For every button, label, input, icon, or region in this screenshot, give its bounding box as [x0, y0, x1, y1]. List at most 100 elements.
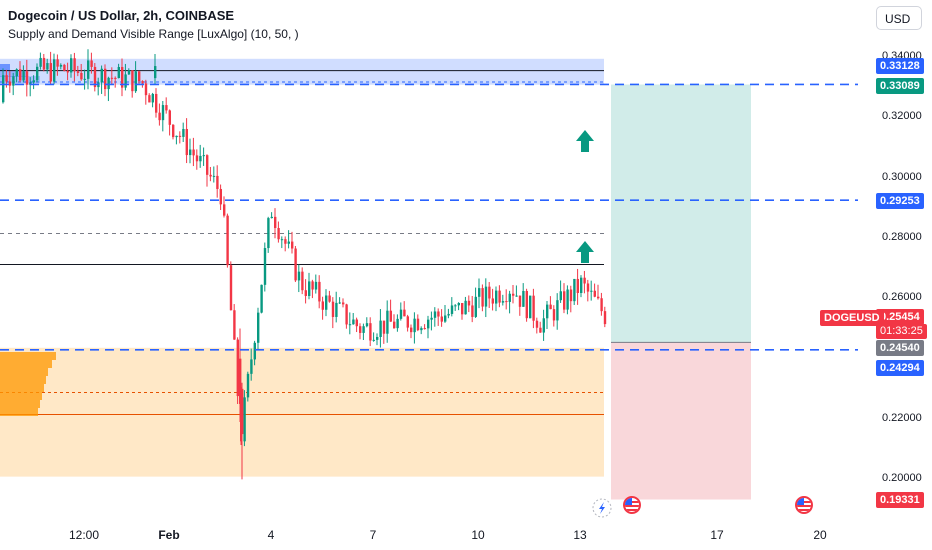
- candle-body: [53, 59, 56, 82]
- candle-body: [233, 310, 236, 340]
- candle-body: [355, 319, 358, 327]
- candle-body: [42, 57, 46, 70]
- candle-body: [359, 326, 362, 333]
- lightning-icon: [592, 498, 612, 518]
- candle-body: [161, 105, 165, 121]
- demand-volume-bar: [0, 384, 44, 392]
- symbol-price-tag: DOGEUSD: [820, 310, 884, 326]
- candle-body: [552, 309, 556, 321]
- candle-body: [546, 304, 549, 319]
- candle-body: [155, 93, 158, 113]
- candle-body: [457, 302, 460, 306]
- flag-canton: [797, 498, 804, 505]
- candle-body: [586, 283, 590, 292]
- candle-body: [124, 74, 127, 88]
- candle-body: [36, 66, 39, 81]
- candle-body: [15, 69, 18, 77]
- candle-body: [505, 301, 508, 303]
- candle-body: [542, 318, 545, 333]
- time-tick: 7: [369, 528, 377, 542]
- candle-body: [192, 149, 195, 156]
- flag-stripe: [625, 501, 639, 503]
- candle-body: [403, 309, 406, 317]
- candle-body: [454, 305, 457, 307]
- candle-body: [131, 70, 134, 92]
- candle-body: [8, 81, 12, 86]
- flag-stripe: [797, 505, 811, 507]
- us-flag-icon[interactable]: [623, 496, 641, 514]
- arrow-up-shape: [576, 130, 594, 152]
- currency-button[interactable]: USD: [876, 6, 922, 30]
- candle-body: [508, 293, 511, 302]
- candle-body: [277, 228, 280, 240]
- flag-stripe: [625, 505, 639, 507]
- us-flag-icon[interactable]: [795, 496, 813, 514]
- candle-body: [331, 301, 335, 317]
- candle-body: [107, 77, 110, 90]
- candle-body: [229, 265, 233, 311]
- candle-body: [535, 320, 539, 328]
- profit-target-area: [611, 84, 751, 343]
- candle-body: [440, 316, 443, 322]
- flag-stripe: [797, 501, 811, 503]
- candle-body: [294, 248, 297, 281]
- candle-body: [311, 281, 314, 290]
- candle-body: [593, 290, 596, 297]
- candle-body: [413, 318, 416, 333]
- demand-zone: [0, 347, 604, 477]
- candle-body: [241, 388, 244, 435]
- candle-body: [199, 155, 202, 162]
- candle-body: [59, 64, 63, 67]
- price-label: 0.29253: [876, 193, 924, 209]
- arrow-up-icon: [576, 130, 594, 152]
- candle-body: [437, 311, 440, 317]
- candle-body: [209, 174, 212, 177]
- candle-body: [559, 291, 562, 301]
- price-axis[interactable]: 0.34000 0.32000 0.30000 0.28000 0.26000 0.220…: [858, 0, 932, 520]
- candle-body: [423, 328, 426, 330]
- candle-body: [484, 286, 488, 307]
- candle-body: [284, 239, 287, 244]
- candle-body: [39, 57, 42, 67]
- candle-body: [481, 288, 484, 307]
- demand-volume-bar: [0, 376, 46, 384]
- candle-body: [270, 216, 273, 219]
- time-axis[interactable]: 12:00 Feb 4 7 10 13 17 20: [0, 520, 932, 550]
- demand-volume-bar: [0, 368, 48, 376]
- candle-body: [335, 302, 338, 317]
- candle-body: [569, 289, 573, 302]
- time-tick: 12:00: [68, 528, 100, 542]
- flag-canton: [625, 498, 632, 505]
- price-tick: 0.20000: [882, 472, 922, 485]
- candle-body: [321, 301, 324, 310]
- price-tick: 0.28000: [882, 231, 922, 243]
- flag-stripe: [625, 509, 639, 511]
- candle-body: [342, 302, 345, 305]
- candle-body: [348, 324, 352, 326]
- candle-body: [498, 290, 501, 303]
- demand-volume-bar: [0, 360, 52, 368]
- candle-body: [365, 323, 369, 327]
- candle-body: [478, 288, 481, 297]
- chart-legend: Dogecoin / US Dollar, 2h, COINBASE Suppl…: [8, 8, 299, 41]
- candle-body: [182, 128, 185, 137]
- price-label: 0.25454: [876, 309, 924, 325]
- candle-body: [250, 359, 253, 374]
- candle-body: [202, 155, 205, 157]
- candle-body: [328, 295, 331, 302]
- candle-body: [430, 317, 433, 320]
- candle-body: [168, 110, 171, 125]
- candle-body: [447, 313, 450, 316]
- price-label: 0.33128: [876, 58, 924, 74]
- candle-body: [372, 339, 375, 341]
- candle-body: [246, 373, 250, 398]
- price-chart[interactable]: [0, 0, 858, 520]
- candle-body: [138, 71, 141, 81]
- candle-body: [274, 216, 277, 229]
- candle-body: [471, 305, 474, 317]
- flag-stripe: [797, 509, 811, 511]
- candle-body: [314, 281, 318, 290]
- candle-body: [600, 298, 603, 312]
- candle-body: [556, 300, 559, 321]
- stop-loss-area: [611, 342, 751, 500]
